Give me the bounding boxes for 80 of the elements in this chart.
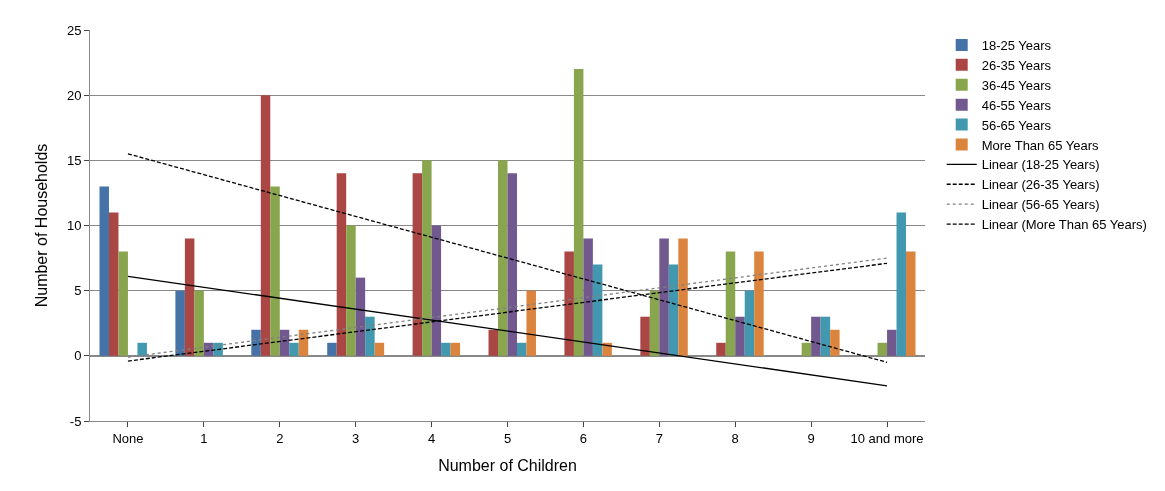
y-tick-label: 10 <box>66 218 82 234</box>
y-tick-label: 20 <box>66 87 82 103</box>
bar <box>441 342 451 356</box>
bar <box>175 290 185 356</box>
bar <box>754 251 764 356</box>
bar <box>668 264 679 356</box>
x-tick-label: 1 <box>200 430 208 446</box>
legend-label: Linear (56-65 Years) <box>981 197 1100 213</box>
y-tick-label: 0 <box>74 348 82 364</box>
x-tick-label: 6 <box>579 430 588 446</box>
bar <box>355 277 366 356</box>
bar <box>184 238 195 356</box>
bar <box>108 212 119 356</box>
legend-label: 36-45 Years <box>981 77 1052 93</box>
x-tick-label: None <box>112 430 144 446</box>
y-tick-label: 15 <box>66 152 82 168</box>
x-tick-label: 4 <box>427 430 436 446</box>
bar <box>735 316 745 356</box>
bar <box>260 95 271 356</box>
bar <box>801 342 812 356</box>
bar <box>640 316 650 356</box>
bar <box>583 238 593 356</box>
bar <box>346 225 356 356</box>
y-tick-label: 25 <box>66 22 82 38</box>
bar <box>896 212 907 356</box>
legend-label: 18-25 Years <box>981 38 1052 54</box>
legend-label: Linear (More Than 65 Years) <box>981 217 1147 233</box>
bar <box>498 160 508 356</box>
y-tick-label: -5 <box>69 413 82 429</box>
bar <box>516 342 527 356</box>
bar <box>507 173 517 356</box>
legend-label: Linear (18-25 Years) <box>981 157 1100 173</box>
bar <box>450 342 461 356</box>
x-tick-label: 8 <box>731 430 739 446</box>
bar <box>431 225 442 356</box>
bar <box>573 69 584 356</box>
bar <box>725 251 736 356</box>
bar <box>118 251 128 356</box>
x-tick-label: 9 <box>807 430 815 446</box>
bar <box>877 342 888 356</box>
bar <box>270 186 280 356</box>
y-tick-label: 5 <box>74 283 82 299</box>
bar <box>365 316 375 356</box>
bar <box>716 342 726 356</box>
x-tick-label: 10 and more <box>850 430 924 446</box>
legend-label: Linear (26-35 Years) <box>981 177 1100 193</box>
x-tick-label: 7 <box>655 430 663 446</box>
bar <box>744 290 755 356</box>
x-axis-title: Number of Children <box>438 457 577 475</box>
x-tick-label: 5 <box>503 430 512 446</box>
bar <box>137 342 147 356</box>
bar <box>374 342 385 356</box>
bar <box>488 329 499 356</box>
bar <box>820 316 831 356</box>
bar <box>811 316 821 356</box>
x-tick-label: 3 <box>352 430 360 446</box>
bar <box>659 238 669 356</box>
bar <box>592 264 603 356</box>
bar <box>194 290 204 356</box>
bar <box>289 342 299 356</box>
legend-label: 46-55 Years <box>981 97 1052 113</box>
bar <box>564 251 574 356</box>
legend-label: More Than 65 Years <box>981 137 1100 153</box>
x-tick-label: 2 <box>276 430 284 446</box>
legend-label: 56-65 Years <box>981 117 1052 133</box>
bar <box>327 342 337 356</box>
y-axis-title: Number of Households <box>32 143 50 308</box>
bar <box>678 238 688 356</box>
bar <box>279 329 290 356</box>
legend-label: 26-35 Years <box>981 57 1052 73</box>
bar <box>412 173 423 356</box>
bar <box>336 173 347 356</box>
bar <box>526 290 536 356</box>
bar <box>649 290 660 356</box>
bar <box>906 251 916 356</box>
bar <box>422 160 432 356</box>
bar <box>830 329 840 356</box>
bar <box>251 329 261 356</box>
bar <box>887 329 897 356</box>
bar <box>99 186 109 356</box>
